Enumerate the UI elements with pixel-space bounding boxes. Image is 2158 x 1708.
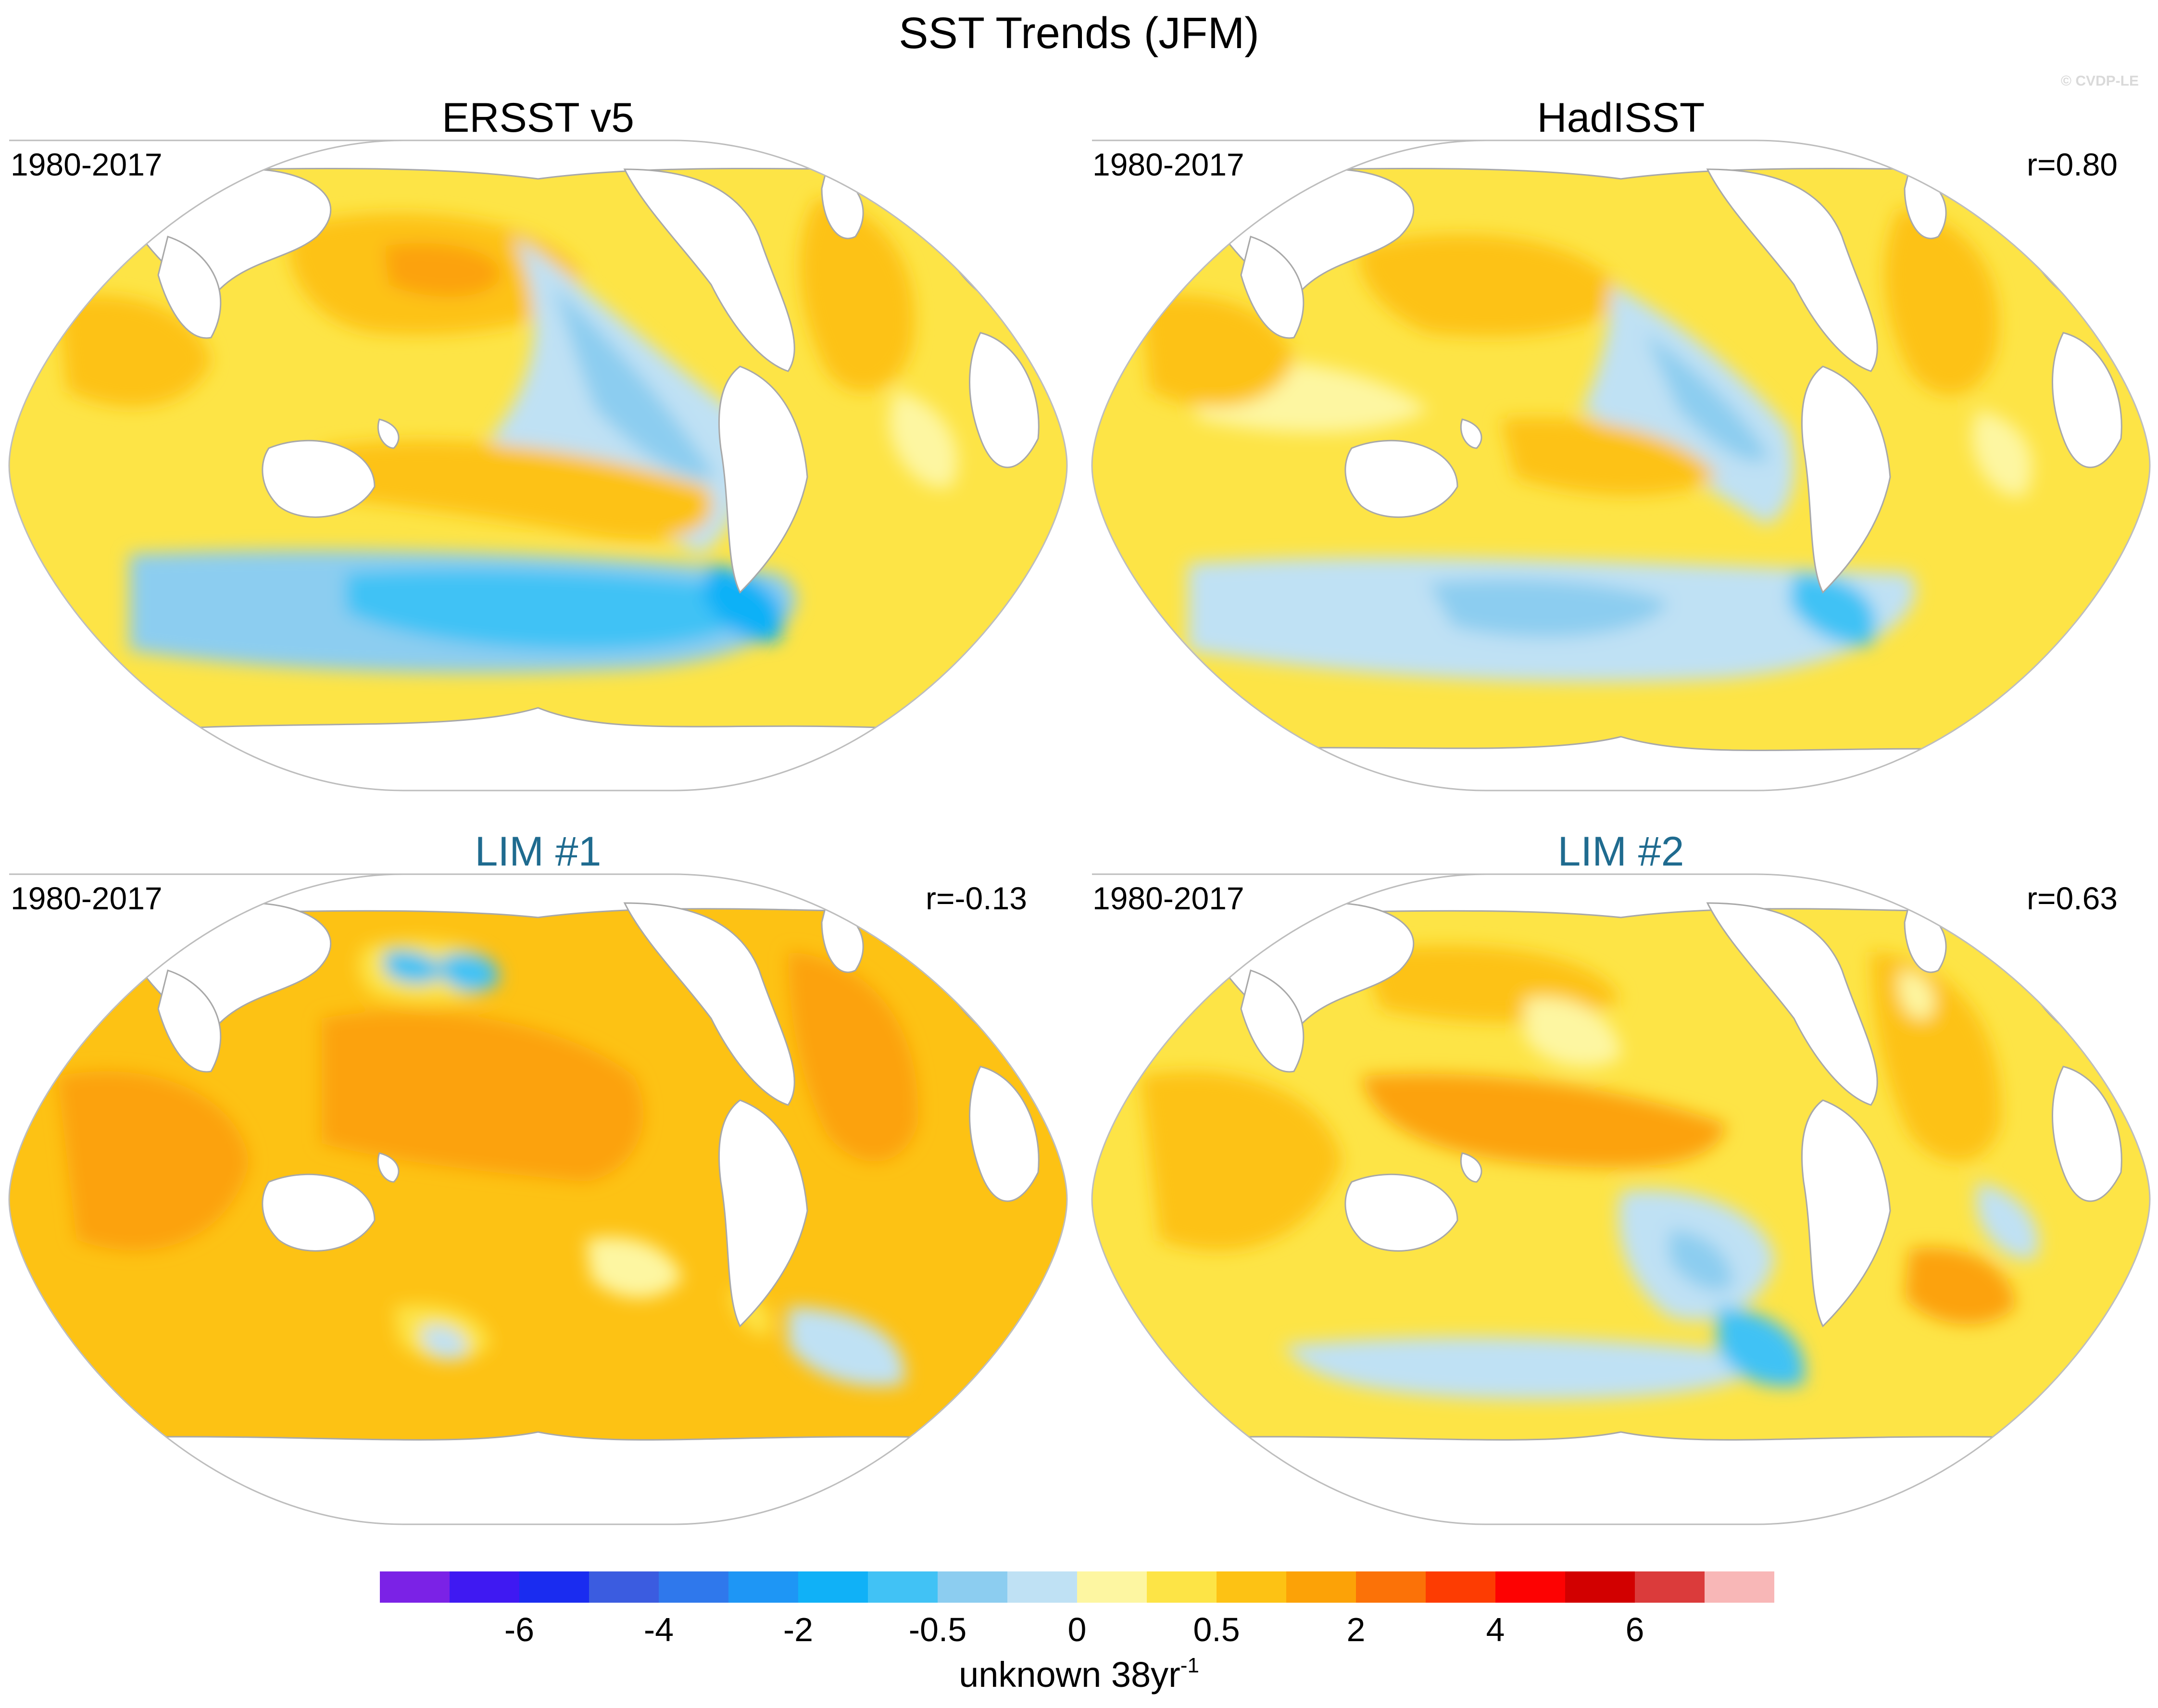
- panel-period: 1980-2017: [1092, 147, 1244, 182]
- panel-correlation: r=0.80: [2027, 147, 2118, 182]
- colorbar-swatch: [1635, 1571, 1705, 1603]
- panel-title: HadISST: [1537, 95, 1705, 141]
- colorbar-swatch: [659, 1571, 728, 1603]
- colorbar-swatch: [1147, 1571, 1217, 1603]
- colorbar-tick-label: 2: [1347, 1611, 1366, 1648]
- colorbar-tick-label: -6: [504, 1611, 534, 1648]
- colorbar-swatch: [1286, 1571, 1356, 1603]
- colorbar-swatch: [1077, 1571, 1147, 1603]
- colorbar-units-text: unknown 38yr: [959, 1655, 1180, 1695]
- panel-title: LIM #2: [1558, 829, 1684, 875]
- colorbar-swatch: [1356, 1571, 1426, 1603]
- panel-hadisst: HadISST 1980-2017 r=0.80: [1091, 95, 2151, 791]
- colorbar-tick-label: 0: [1068, 1611, 1087, 1648]
- colorbar-swatch: [1565, 1571, 1635, 1603]
- colorbar-swatch: [450, 1571, 519, 1603]
- panel-correlation: r=0.63: [2027, 880, 2118, 916]
- map-field: [9, 140, 1067, 791]
- panel-correlation: r=-0.13: [926, 880, 1027, 916]
- figure-title: SST Trends (JFM): [899, 9, 1259, 58]
- colorbar-swatch: [938, 1571, 1007, 1603]
- panel-title: ERSST v5: [442, 95, 634, 141]
- colorbar-tick-label: -0.5: [909, 1611, 967, 1648]
- map-field: [1092, 140, 2150, 791]
- panel-period: 1980-2017: [11, 147, 163, 182]
- panel-title: LIM #1: [475, 829, 602, 875]
- colorbar-units: unknown 38yr-1: [959, 1654, 1199, 1695]
- colorbar-swatch: [868, 1571, 938, 1603]
- colorbar-tick-label: -2: [783, 1611, 813, 1648]
- colorbar: [380, 1571, 1774, 1603]
- colorbar-tick-label: 0.5: [1193, 1611, 1240, 1648]
- colorbar-swatch: [589, 1571, 659, 1603]
- colorbar-tick-label: 6: [1626, 1611, 1644, 1648]
- colorbar-swatch: [728, 1571, 798, 1603]
- colorbar-swatch: [1426, 1571, 1495, 1603]
- panel-period: 1980-2017: [11, 880, 163, 916]
- panel-period: 1980-2017: [1092, 880, 1244, 916]
- colorbar-swatch: [798, 1571, 868, 1603]
- colorbar-swatch: [1705, 1571, 1774, 1603]
- panel-ersst: ERSST v5 1980-2017: [8, 95, 1068, 791]
- colorbar-swatch: [1495, 1571, 1565, 1603]
- colorbar-swatch: [1007, 1571, 1077, 1603]
- map-field: [1092, 874, 2150, 1524]
- map-field: [9, 874, 1067, 1524]
- colorbar-swatch: [380, 1571, 450, 1603]
- colorbar-tick-label: -4: [644, 1611, 674, 1648]
- colorbar-swatch: [1217, 1571, 1286, 1603]
- colorbar-tick-label: 4: [1486, 1611, 1505, 1648]
- panel-lim2: LIM #2 1980-2017 r=0.63: [1091, 829, 2151, 1525]
- panel-lim1: LIM #1 1980-2017 r=-0.13: [8, 829, 1068, 1525]
- credit-watermark: © CVDP-LE: [2061, 73, 2139, 89]
- colorbar-labels: -6 -4 -2 -0.5 0 0.5 2 4 6: [504, 1611, 1644, 1648]
- colorbar-swatch: [519, 1571, 589, 1603]
- colorbar-units-superscript: -1: [1180, 1654, 1199, 1677]
